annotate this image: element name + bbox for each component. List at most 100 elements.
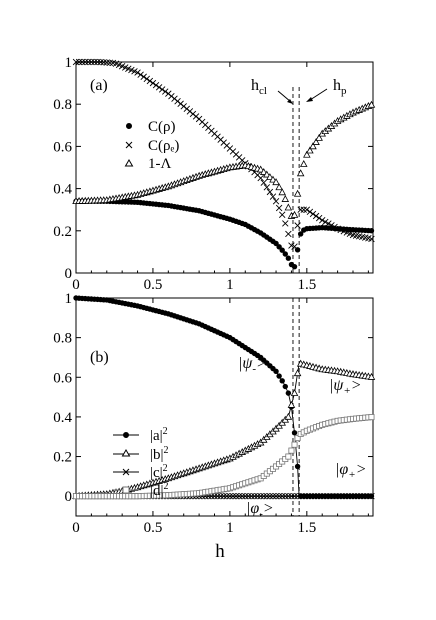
data-point-a-c	[278, 211, 286, 218]
annotation-h-p-arrow	[309, 88, 328, 101]
legend-marker-c-sq	[113, 468, 139, 476]
y-tick-label-b-3: 0.6	[53, 370, 72, 386]
data-point-a-c	[106, 59, 114, 66]
series-b-d	[73, 414, 375, 500]
annotation-h-cl-label: hcl	[251, 77, 267, 97]
data-point-b-c	[306, 492, 314, 500]
data-point-b-a	[282, 383, 288, 390]
data-point-b-c	[359, 492, 366, 500]
y-tick-label-b-4: 0.8	[53, 331, 72, 347]
data-point-a-1	[259, 168, 268, 175]
x-tick-label-a-3: 1.5	[297, 277, 316, 293]
data-point-b-c	[343, 492, 351, 500]
data-point-b-b	[284, 412, 293, 420]
data-point-a-1	[256, 165, 265, 173]
data-point-a-c	[263, 184, 271, 191]
annotation-h-p: hp	[306, 77, 347, 102]
data-point-b-c	[291, 492, 298, 500]
data-point-a-c	[78, 58, 86, 66]
series-a-c	[72, 58, 375, 250]
data-point-a-1	[284, 203, 293, 211]
data-point-a-1	[296, 169, 305, 177]
annotation-psi-plus: |ψ+>	[329, 377, 362, 397]
data-point-a-c	[279, 247, 285, 253]
panel-a-legend: C(ρ) C(ρₑ) 1-Λ	[124, 119, 179, 172]
legend-marker-one-minus-lambda	[124, 159, 134, 167]
data-point-a-c	[315, 214, 323, 222]
panel-b-frame	[75, 297, 374, 517]
data-point-a-c	[82, 58, 89, 66]
data-point-b-c	[235, 492, 243, 500]
series-b-a	[73, 295, 375, 499]
data-point-b-c	[315, 492, 323, 500]
y-tick-label-b-2: 0.4	[53, 410, 72, 426]
data-point-b-c	[282, 492, 289, 500]
data-point-a-c	[306, 208, 314, 216]
data-point-a-c	[260, 179, 267, 186]
data-point-b-b	[367, 372, 376, 380]
annotation-psi-minus: |ψ->	[238, 355, 267, 375]
data-point-a-c	[266, 188, 274, 196]
annotation-h-p-label: hp	[333, 77, 347, 97]
data-point-b-a	[279, 378, 285, 384]
legend-label-a-sq: |a|2	[150, 426, 168, 444]
data-point-b-c	[355, 492, 363, 500]
y-tick-label-b-5: 1	[65, 291, 73, 307]
data-point-a-c	[328, 222, 335, 229]
data-point-a-c	[140, 73, 147, 80]
data-point-b-c	[226, 492, 234, 500]
legend-marker-b-sq	[113, 449, 139, 457]
data-point-b-c	[337, 492, 344, 500]
data-point-a-1	[303, 150, 311, 158]
data-point-b-c	[248, 492, 255, 500]
x-axis-label: h	[215, 541, 225, 562]
data-point-b-c	[263, 492, 271, 500]
series-a-c	[73, 198, 375, 270]
data-point-b-c	[272, 492, 280, 500]
x-tick-label-a-0: 0	[72, 277, 80, 293]
legend-marker-a-sq	[113, 432, 139, 438]
y-tick-label-a-3: 0.6	[53, 139, 72, 155]
data-point-a-1	[309, 142, 317, 150]
data-point-b-d	[285, 453, 292, 460]
data-point-a-c	[143, 75, 151, 83]
data-point-a-c	[300, 206, 307, 213]
panel-b: 0 0.5 1 1.5 0 0.2 0.4 0.6 0.8 1 (b) |a|2 |b|2 |c|…	[53, 291, 376, 536]
data-point-a-c	[291, 243, 298, 250]
legend-label-c-rho: C(ρ)	[148, 119, 175, 135]
data-point-b-c	[365, 492, 372, 500]
legend-label-d-sq: |d|2	[150, 481, 169, 499]
data-point-a-1	[278, 188, 286, 196]
data-point-a-c	[149, 79, 157, 87]
data-point-b-c	[223, 492, 231, 500]
data-point-b-c	[251, 492, 258, 500]
data-point-b-a	[294, 463, 301, 470]
data-point-b-c	[288, 492, 295, 500]
y-tick-label-a-5: 1	[65, 55, 73, 71]
data-point-b-c	[245, 492, 252, 500]
data-point-a-1	[306, 146, 314, 154]
data-point-b-c	[294, 492, 301, 500]
data-point-b-c	[278, 492, 286, 500]
panel-a: 0 0.5 1 1.5 0 0.2 0.4 0.6 0.8 1 (a) C(ρ) C(ρₑ) 1-…	[53, 55, 376, 293]
data-point-b-c	[214, 492, 221, 500]
data-point-a-1	[269, 175, 277, 183]
panel-a-frame	[75, 61, 374, 274]
data-point-a-c	[158, 86, 166, 93]
data-point-b-c	[322, 492, 329, 500]
y-tick-label-b-0: 0	[65, 489, 73, 505]
data-point-a-1	[272, 178, 280, 186]
annotation-h-cl: hcl	[251, 77, 293, 104]
y-tick-label-a-1: 0.2	[53, 224, 72, 240]
data-point-a-c	[75, 58, 83, 66]
data-point-b-b	[287, 400, 296, 408]
data-point-a-c	[309, 210, 317, 218]
data-point-a-1	[293, 189, 302, 197]
panel-b-axes: 0 0.5 1 1.5 0 0.2 0.4 0.6 0.8 1	[53, 291, 373, 536]
legend-label-c-sq: |c|2	[150, 463, 168, 481]
data-point-b-b	[290, 388, 299, 396]
data-point-b-c	[325, 492, 332, 500]
y-tick-label-b-1: 0.2	[53, 450, 72, 466]
data-point-b-c	[266, 492, 274, 500]
data-point-b-c	[349, 492, 357, 500]
